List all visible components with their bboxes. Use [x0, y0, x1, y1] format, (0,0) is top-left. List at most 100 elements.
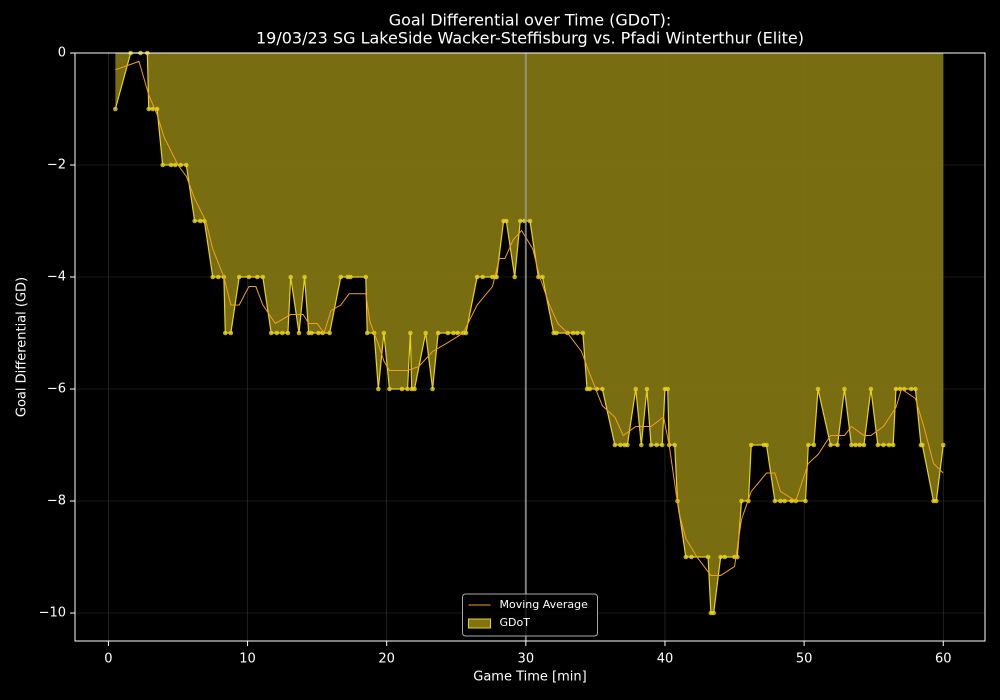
data-point [849, 442, 854, 448]
x-tick-label: 10 [239, 652, 256, 667]
data-point [517, 218, 523, 224]
x-tick-label: 0 [104, 652, 112, 667]
data-point [445, 330, 451, 336]
data-point [705, 554, 711, 560]
data-point [387, 386, 392, 392]
data-point [480, 274, 485, 280]
data-point [168, 162, 174, 168]
data-point [886, 442, 892, 448]
data-point [580, 330, 586, 336]
data-point [246, 274, 252, 280]
data-point [364, 330, 370, 336]
data-point [881, 442, 886, 448]
data-point [399, 386, 405, 392]
data-point [197, 218, 203, 224]
data-point [178, 162, 184, 168]
data-point [254, 274, 260, 280]
data-point [316, 330, 321, 336]
x-axis-label: Game Time [min] [473, 670, 586, 685]
data-point [933, 498, 939, 504]
y-tick-label: −4 [47, 270, 66, 285]
data-point [835, 442, 840, 448]
data-point [268, 330, 274, 336]
data-point [570, 330, 576, 336]
data-point [451, 330, 456, 336]
data-point [633, 386, 639, 392]
data-point [285, 330, 291, 336]
data-point [146, 106, 152, 112]
data-point [184, 162, 189, 168]
data-point [654, 442, 659, 448]
data-point [748, 442, 754, 448]
data-point [782, 498, 787, 504]
data-point [288, 274, 293, 280]
data-point [587, 386, 593, 392]
data-point [280, 330, 285, 336]
data-point [648, 442, 654, 448]
data-point [554, 330, 559, 336]
data-point [639, 442, 644, 448]
data-point [296, 330, 302, 336]
data-point [828, 442, 833, 448]
legend-box [462, 593, 598, 637]
data-point [908, 386, 914, 392]
data-point [363, 274, 369, 280]
y-tick-label: −6 [47, 382, 66, 397]
data-point [789, 498, 794, 504]
x-tick-label: 30 [518, 652, 535, 667]
data-point [309, 330, 314, 336]
data-point [348, 274, 353, 280]
data-point [811, 442, 817, 448]
data-point [216, 274, 221, 280]
data-point [236, 274, 242, 280]
data-point [575, 330, 580, 336]
data-point [689, 554, 694, 560]
data-point [527, 218, 533, 224]
data-point [435, 330, 441, 336]
data-point [327, 330, 332, 336]
data-point [857, 442, 863, 448]
data-point [455, 330, 460, 336]
data-point [260, 274, 266, 280]
data-point [940, 442, 946, 448]
data-point [764, 442, 769, 448]
x-tick-label: 20 [378, 652, 395, 667]
data-point [338, 274, 344, 280]
data-point [381, 330, 387, 336]
data-point [722, 554, 728, 560]
data-point [711, 610, 716, 616]
data-point [612, 442, 618, 448]
area [115, 53, 944, 613]
data-point [408, 330, 413, 336]
x-tick-label: 60 [935, 652, 952, 667]
data-point [739, 498, 744, 504]
x-tick-label: 50 [796, 652, 813, 667]
data-point [113, 106, 118, 112]
data-point [504, 218, 509, 224]
data-point [625, 442, 630, 448]
chart-subtitle: 19/03/23 SG LakeSide Wacker-Steffisburg … [256, 29, 804, 48]
data-point [540, 274, 545, 280]
data-point [772, 498, 778, 504]
data-point [875, 442, 881, 448]
data-point [893, 386, 899, 392]
y-tick-label: −8 [47, 494, 66, 509]
data-point [805, 442, 811, 448]
data-point [778, 498, 783, 504]
plot-frame [74, 52, 986, 642]
data-point [842, 386, 847, 392]
data-point [463, 330, 469, 336]
data-point [672, 442, 678, 448]
data-point [172, 162, 178, 168]
data-point [160, 162, 165, 168]
y-axis-label: Goal Differential (GD) [15, 277, 30, 417]
data-point [803, 498, 808, 504]
x-tick-label: 40 [657, 652, 674, 667]
data-point [618, 442, 623, 448]
data-point [412, 386, 417, 392]
data-point [405, 386, 410, 392]
data-point [659, 442, 665, 448]
data-point [815, 386, 821, 392]
legend-label: Moving Average [500, 598, 589, 611]
